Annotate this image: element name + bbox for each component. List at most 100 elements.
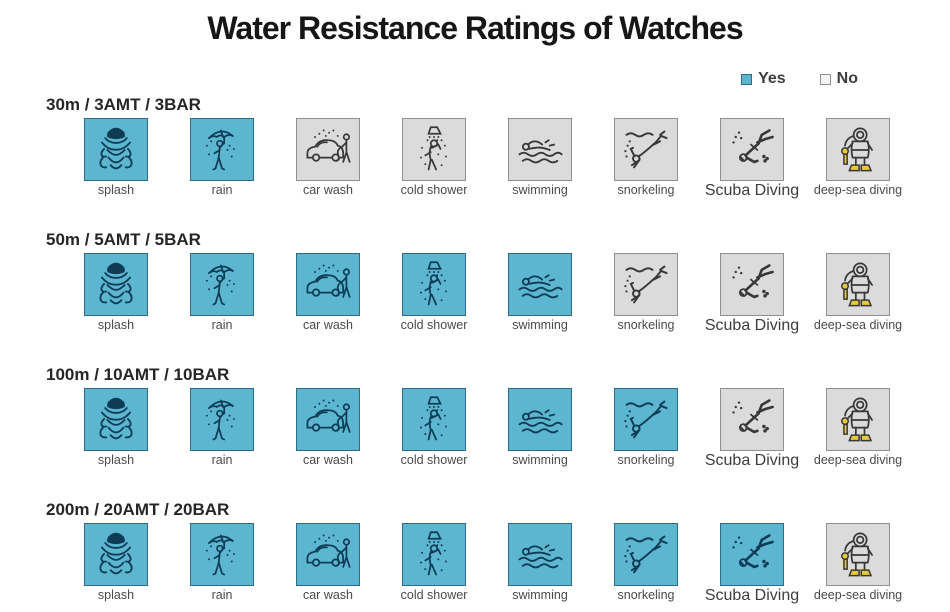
activity-label: car wash <box>302 453 354 467</box>
rating-square-no <box>402 118 466 181</box>
activity-label: Scuba Diving <box>704 452 800 469</box>
rating-cell-car-wash: car wash <box>296 118 360 201</box>
activity-label: swimming <box>512 453 568 467</box>
rain-icon <box>196 529 248 581</box>
rating-square-yes <box>84 118 148 181</box>
rating-square-no <box>508 118 572 181</box>
cold-shower-icon <box>408 529 460 581</box>
activity-label: swimming <box>512 183 568 197</box>
splash-icon <box>90 124 142 176</box>
deep-sea-diving-icon <box>832 394 884 446</box>
rating-row-section: 30m / 3AMT / 3BAR splash rain car wash cold … <box>0 96 950 201</box>
rating-cell-cold-shower: cold shower <box>400 523 468 606</box>
car-wash-icon <box>302 124 354 176</box>
rating-square-yes <box>508 523 572 586</box>
rain-icon <box>196 394 248 446</box>
legend: Yes No <box>0 69 858 89</box>
rating-cells-row: splash rain car wash cold shower swimming sno… <box>0 523 950 606</box>
activity-label: swimming <box>512 588 568 602</box>
rating-square-yes <box>190 523 254 586</box>
rating-cell-deep-sea-diving: deep-sea diving <box>814 118 902 201</box>
activity-label: rain <box>211 318 233 332</box>
legend-yes-label: Yes <box>758 70 786 87</box>
rating-cell-snorkeling: snorkeling <box>614 388 678 471</box>
rating-square-no <box>720 253 784 316</box>
rain-icon <box>196 124 248 176</box>
swimming-icon <box>514 259 566 311</box>
splash-icon <box>90 259 142 311</box>
rating-square-no <box>826 523 890 586</box>
scuba-diving-icon <box>726 529 778 581</box>
activity-label: swimming <box>512 318 568 332</box>
rating-cell-swimming: swimming <box>508 253 572 336</box>
rating-square-no <box>826 253 890 316</box>
rating-cell-deep-sea-diving: deep-sea diving <box>814 523 902 606</box>
rating-cell-scuba-diving: Scuba Diving <box>705 253 799 336</box>
rating-square-no <box>720 118 784 181</box>
rating-square-no <box>614 253 678 316</box>
deep-sea-diving-icon <box>832 259 884 311</box>
activity-label: cold shower <box>400 318 468 332</box>
rating-square-yes <box>720 523 784 586</box>
rating-cell-rain: rain <box>190 388 254 471</box>
cold-shower-icon <box>408 394 460 446</box>
rating-cell-scuba-diving: Scuba Diving <box>705 388 799 471</box>
rating-cell-snorkeling: snorkeling <box>614 253 678 336</box>
car-wash-icon <box>302 394 354 446</box>
legend-item-yes: Yes <box>741 70 786 88</box>
snorkeling-icon <box>620 124 672 176</box>
row-header: 200m / 20AMT / 20BAR <box>46 500 230 519</box>
activity-label: rain <box>211 453 233 467</box>
rating-square-yes <box>614 388 678 451</box>
rating-square-no <box>826 388 890 451</box>
rating-square-yes <box>296 523 360 586</box>
activity-label: car wash <box>302 318 354 332</box>
rating-square-yes <box>190 388 254 451</box>
activity-label: splash <box>97 588 135 602</box>
row-header: 100m / 10AMT / 10BAR <box>46 365 230 384</box>
rating-cell-rain: rain <box>190 118 254 201</box>
rating-square-yes <box>402 388 466 451</box>
deep-sea-diving-icon <box>832 529 884 581</box>
rating-row-section: 100m / 10AMT / 10BAR splash rain car wash co… <box>0 366 950 471</box>
rating-cell-swimming: swimming <box>508 118 572 201</box>
water-resistance-infographic: Water Resistance Ratings of Watches Yes … <box>0 10 950 612</box>
rating-cell-deep-sea-diving: deep-sea diving <box>814 388 902 471</box>
activity-label: cold shower <box>400 453 468 467</box>
activity-label: car wash <box>302 588 354 602</box>
activity-label: deep-sea diving <box>813 318 903 332</box>
rating-square-yes <box>84 253 148 316</box>
rating-cell-splash: splash <box>84 253 148 336</box>
activity-label: cold shower <box>400 588 468 602</box>
cold-shower-icon <box>408 124 460 176</box>
cold-shower-icon <box>408 259 460 311</box>
rating-cell-deep-sea-diving: deep-sea diving <box>814 253 902 336</box>
activity-label: deep-sea diving <box>813 453 903 467</box>
no-swatch-icon <box>819 73 831 85</box>
rating-cell-car-wash: car wash <box>296 523 360 606</box>
activity-label: Scuba Diving <box>704 182 800 199</box>
activity-label: rain <box>211 183 233 197</box>
rating-square-yes <box>508 388 572 451</box>
rating-square-yes <box>402 253 466 316</box>
rating-row-section: 200m / 20AMT / 20BAR splash rain car wash co… <box>0 501 950 606</box>
rating-cells-row: splash rain car wash cold shower swimming sno… <box>0 253 950 336</box>
row-header: 30m / 3AMT / 3BAR <box>46 95 201 114</box>
rating-cell-cold-shower: cold shower <box>400 118 468 201</box>
rating-square-no <box>826 118 890 181</box>
rating-cell-snorkeling: snorkeling <box>614 523 678 606</box>
swimming-icon <box>514 124 566 176</box>
rating-square-yes <box>190 118 254 181</box>
activity-label: deep-sea diving <box>813 183 903 197</box>
deep-sea-diving-icon <box>832 124 884 176</box>
car-wash-icon <box>302 529 354 581</box>
rating-cell-car-wash: car wash <box>296 388 360 471</box>
activity-label: cold shower <box>400 183 468 197</box>
rating-square-yes <box>296 253 360 316</box>
rating-square-yes <box>508 253 572 316</box>
rating-square-no <box>614 118 678 181</box>
rating-square-yes <box>84 523 148 586</box>
rating-cell-swimming: swimming <box>508 388 572 471</box>
rain-icon <box>196 259 248 311</box>
splash-icon <box>90 529 142 581</box>
